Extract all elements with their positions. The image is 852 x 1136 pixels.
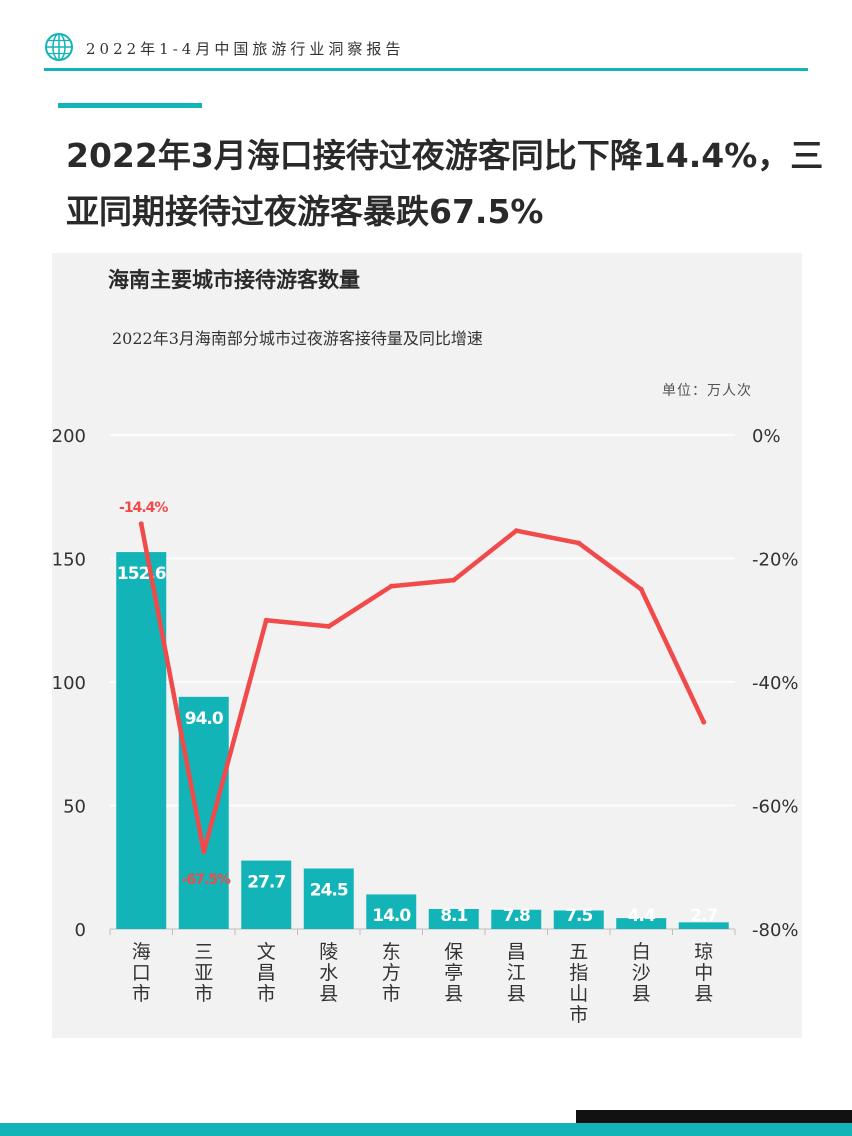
bar-value-label: 2.7: [690, 906, 717, 926]
y-right-tick-label: -40%: [752, 673, 799, 694]
unit-label: 单位：万人次: [662, 383, 752, 399]
y-right-tick-label: -60%: [752, 797, 799, 818]
x-category-label: 五指山市: [569, 941, 588, 1026]
bar: [491, 909, 542, 929]
y-left-tick-label: 0: [75, 920, 86, 941]
bar-value-label: 7.8: [503, 906, 530, 926]
bar: [241, 860, 292, 929]
page-headline: 2022年3月海口接待过夜游客同比下降14.4%，三亚同期接待过夜游客暴跌67.…: [66, 136, 824, 231]
y-left-tick-label: 150: [52, 550, 86, 571]
bar-value-label: 24.5: [310, 880, 348, 900]
chart-panel: [52, 253, 802, 1038]
growth-point: [576, 540, 582, 546]
bar-value-label: 152.6: [117, 564, 166, 584]
chart-subtitle: 2022年3月海南部分城市过夜游客接待量及同比增速: [112, 329, 483, 348]
bar: [178, 696, 229, 929]
y-right-tick-label: 0%: [752, 426, 781, 447]
x-category-label: 保亭县: [444, 941, 463, 1005]
growth-data-label: -67.5%: [182, 872, 231, 888]
y-left-tick-label: 100: [52, 673, 86, 694]
growth-data-label: -14.4%: [119, 500, 168, 516]
growth-point: [451, 577, 457, 583]
growth-point: [138, 521, 144, 527]
growth-point: [326, 623, 332, 629]
x-category-label: 白沙县: [632, 941, 651, 1005]
headline-accent-bar: [58, 103, 202, 108]
globe-icon: [45, 33, 73, 61]
x-category-label: 文昌市: [257, 941, 276, 1005]
bar: [303, 868, 354, 929]
bar: [366, 894, 417, 929]
growth-line: [139, 521, 706, 855]
growth-point: [201, 849, 207, 855]
y-right-tick-label: -20%: [752, 550, 799, 571]
header-divider: [44, 68, 808, 71]
x-category-label: 昌江县: [507, 941, 526, 1005]
bar: [553, 910, 604, 929]
x-category-label: 海口市: [132, 941, 151, 1005]
x-category-label: 三亚市: [194, 941, 213, 1005]
bar-value-label: 8.1: [440, 906, 467, 926]
y-left-tick-label: 200: [52, 426, 86, 447]
x-category-label: 琼中县: [694, 941, 713, 1005]
growth-point: [701, 719, 707, 725]
growth-point: [638, 586, 644, 592]
bar-value-label: 4.4: [628, 906, 656, 926]
bar-value-label: 27.7: [247, 873, 285, 893]
bar: [678, 922, 729, 929]
growth-point: [388, 583, 394, 589]
bar: [428, 908, 479, 929]
bar-value-label: 7.5: [565, 906, 592, 926]
x-category-label: 东方市: [382, 941, 401, 1005]
growth-point: [513, 528, 519, 534]
y-right-tick-label: -80%: [752, 920, 799, 941]
chart-title: 海南主要城市接待游客数量: [108, 268, 360, 292]
report-title: 2022年1-4月中国旅游行业洞察报告: [86, 40, 405, 58]
bar: [616, 918, 667, 929]
footer-teal-bar: [0, 1123, 852, 1136]
x-category-label: 陵水县: [319, 941, 338, 1005]
bar-value-label: 14.0: [372, 906, 411, 926]
y-left-tick-label: 50: [63, 797, 86, 818]
growth-point: [263, 617, 269, 623]
bar-value-label: 94.0: [185, 709, 224, 729]
footer-black-bar: [576, 1110, 852, 1123]
